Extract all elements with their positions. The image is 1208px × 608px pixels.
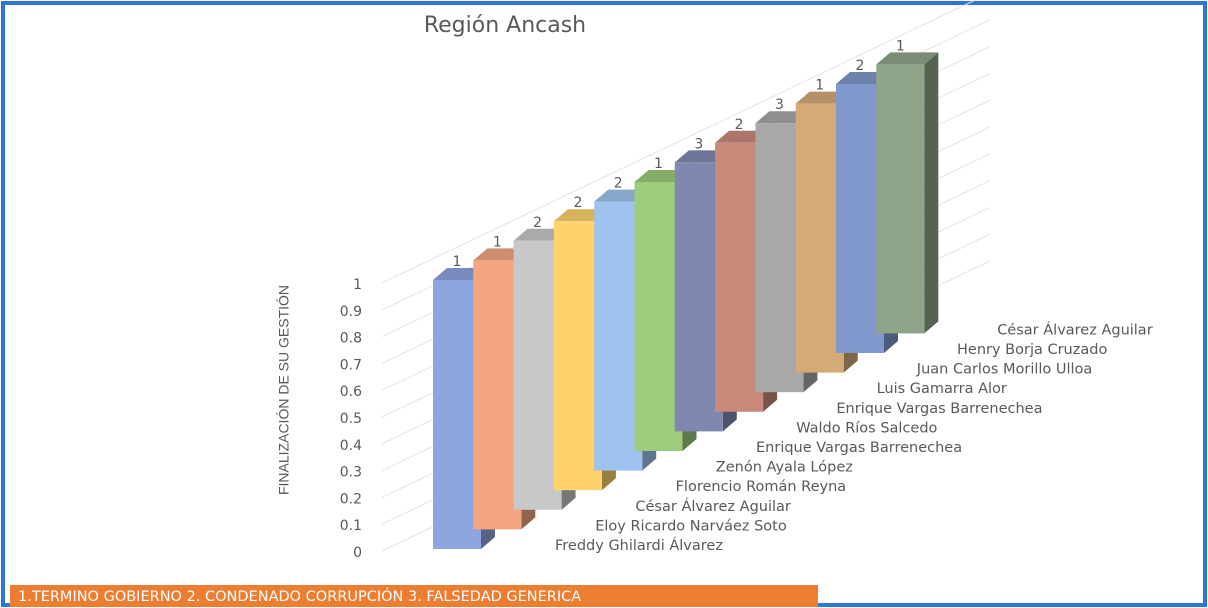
x-tick-label: César Álvarez Aguilar [997,321,1153,338]
bar-front [594,201,643,471]
x-tick-label: Eloy Ricardo Narváez Soto [595,518,787,534]
data-label: 2 [533,215,542,231]
x-tick-label: Henry Borja Cruzado [957,342,1107,358]
x-tick-label: Freddy Ghilardi Álvarez [555,537,723,554]
data-label: 2 [573,195,582,211]
data-label: 1 [896,38,905,54]
y-tick-label: 0.3 [340,465,362,481]
y-tick-label: 0.7 [340,357,362,373]
y-tick-label: 0.2 [340,491,362,507]
chart-title: Región Ancash [424,13,586,38]
y-tick-label: 0.8 [340,331,362,347]
x-tick-label: Luis Gamarra Alor [877,381,1007,397]
x-tick-label: Zenón Ayala López [716,460,853,476]
bar-front [674,162,723,432]
bar-front [473,260,522,530]
data-label: 2 [735,117,744,133]
x-tick-label: Florencio Román Reyna [676,479,847,495]
bar [876,52,939,334]
data-label: 1 [654,156,663,172]
data-label: 2 [614,176,623,192]
bar-front [795,103,844,373]
bar-top [876,52,939,65]
data-label: 2 [856,58,865,74]
x-tick-label: Waldo Ríos Salcedo [796,420,937,436]
x-tick-label: Juan Carlos Morillo Ulloa [916,362,1093,378]
x-tick-label: César Álvarez Aguilar [635,498,791,515]
data-label: 3 [694,136,703,152]
y-tick-label: 0.1 [340,518,362,534]
bar-front [433,280,481,549]
y-axis-label: FINALIZACIÓN DE SU GESTIÓN [276,285,292,495]
y-tick-label: 0.4 [340,438,362,454]
grid-line [381,0,977,284]
bar-front [876,64,925,334]
data-label: 3 [775,97,784,113]
bar-front [715,142,764,412]
bar-front [513,240,562,510]
legend-note: 1.TERMINO GOBIERNO 2. CONDENADO CORRUPCI… [18,587,581,605]
y-tick-label: 0 [353,545,362,561]
y-tick-label: 0.9 [340,304,362,320]
y-tick-label: 0.6 [340,384,362,400]
bar-side [924,52,939,334]
bar-front [755,123,804,393]
data-label: 1 [453,254,462,270]
y-tick-label: 1 [353,277,362,293]
legend-box [10,585,818,607]
data-label: 1 [815,78,824,94]
x-tick-label: Enrique Vargas Barrenechea [836,401,1042,417]
bar-front [836,84,884,353]
y-tick-label: 0.5 [340,411,362,427]
bar-front [553,221,602,491]
data-label: 1 [493,234,502,250]
bar-front [634,182,683,451]
x-tick-label: Enrique Vargas Barrenechea [756,440,962,456]
